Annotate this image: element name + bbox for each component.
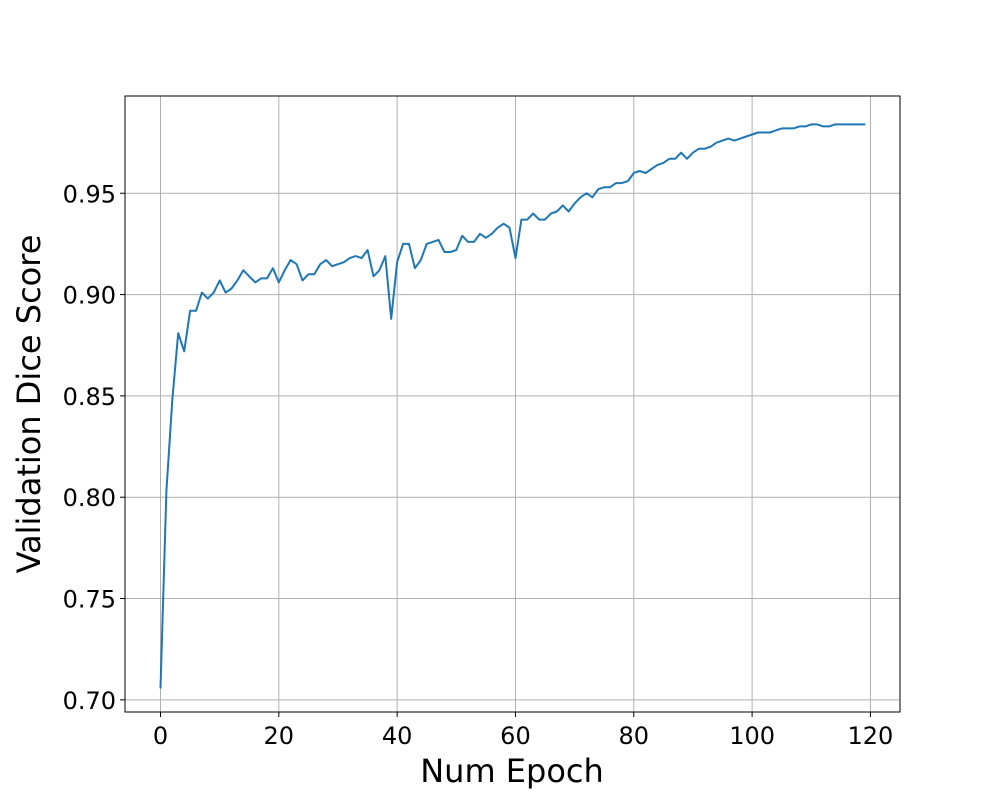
x-tick-label: 20 bbox=[264, 722, 295, 750]
plot-frame bbox=[124, 95, 901, 713]
y-tick-label: 0.80 bbox=[63, 484, 116, 512]
y-tick-label: 0.95 bbox=[63, 180, 116, 208]
x-tick-label: 0 bbox=[153, 722, 168, 750]
x-tick-label: 80 bbox=[619, 722, 650, 750]
ticks: 0 20 40 60 80 100 120 0.70 0.75 0.80 0.85 0.90 0.95 bbox=[63, 180, 894, 750]
series-line bbox=[159, 123, 866, 689]
x-axis-label: Num Epoch bbox=[420, 752, 604, 790]
x-tick-label: 40 bbox=[382, 722, 413, 750]
x-tick-label: 120 bbox=[848, 722, 894, 750]
x-tick-label: 100 bbox=[729, 722, 775, 750]
y-axis-label: Validation Dice Score bbox=[10, 235, 48, 574]
y-tick-label: 0.90 bbox=[63, 282, 116, 310]
y-tick-label: 0.75 bbox=[63, 586, 116, 614]
grid bbox=[125, 96, 900, 712]
y-tick-label: 0.85 bbox=[63, 383, 116, 411]
x-tick-label: 60 bbox=[500, 722, 531, 750]
y-tick-label: 0.70 bbox=[63, 687, 116, 715]
series-layer bbox=[159, 123, 866, 689]
